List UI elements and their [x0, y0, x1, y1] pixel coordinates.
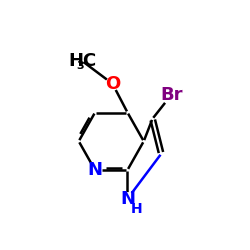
Text: H: H [69, 52, 84, 70]
Circle shape [163, 86, 180, 104]
Text: O: O [105, 75, 120, 93]
Text: 3: 3 [77, 61, 84, 71]
Circle shape [88, 164, 102, 176]
Circle shape [122, 193, 134, 205]
Text: N: N [88, 161, 102, 179]
Text: C: C [82, 52, 95, 70]
Text: H: H [131, 202, 143, 216]
Text: Br: Br [160, 86, 182, 104]
Circle shape [106, 78, 118, 90]
Text: N: N [120, 190, 135, 208]
